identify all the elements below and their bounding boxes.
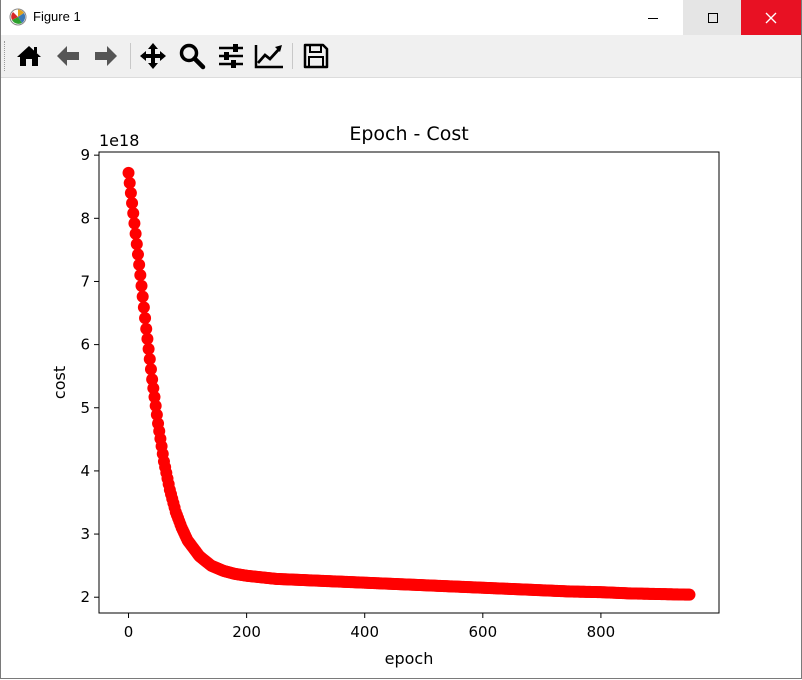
y-tick-label: 5: [80, 399, 90, 417]
matplotlib-logo-icon: [9, 8, 27, 26]
zoom-button[interactable]: [176, 41, 208, 71]
y-offset-label: 1e18: [99, 131, 139, 150]
toolbar-separator: [130, 43, 131, 69]
data-point: [129, 227, 142, 240]
data-point: [133, 258, 146, 271]
close-icon: [765, 12, 777, 23]
data-point: [136, 290, 149, 303]
data-point: [128, 217, 141, 230]
data-point: [149, 399, 162, 412]
scatter-series: [122, 166, 696, 601]
y-axis: 2 3 4 5 6 7 8 9: [80, 146, 99, 606]
y-tick-label: 2: [80, 588, 90, 606]
x-tick-label: 400: [350, 623, 379, 641]
edit-axis-icon: [254, 45, 283, 69]
minimize-icon: [648, 17, 658, 19]
forward-icon: [95, 46, 117, 66]
configure-subplots-icon: [219, 44, 243, 68]
data-point: [139, 312, 152, 325]
y-tick-label: 4: [80, 462, 90, 480]
x-tick-label: 600: [468, 623, 497, 641]
data-point: [143, 353, 156, 366]
x-tick-label: 800: [587, 623, 616, 641]
maximize-icon: [708, 12, 718, 23]
data-point: [127, 207, 140, 220]
minimize-button[interactable]: [623, 0, 683, 35]
figure-canvas[interactable]: 0 200 400 600 800 2 3 4 5 6 7 8 9 Epoch - Cost epoc…: [1, 78, 801, 678]
pan-button[interactable]: [137, 41, 169, 71]
chart-svg: 0 200 400 600 800 2 3 4 5 6 7 8 9 Epoch - Cost epoc…: [50, 123, 720, 668]
maximize-button[interactable]: [683, 0, 743, 35]
data-point: [123, 176, 136, 189]
data-point: [146, 373, 159, 386]
save-icon: [303, 43, 329, 69]
close-button[interactable]: [741, 0, 801, 35]
forward-button[interactable]: [90, 41, 122, 71]
data-point: [131, 248, 144, 261]
back-icon: [57, 46, 79, 66]
data-point: [142, 343, 155, 356]
toolbar-grip: [4, 41, 7, 71]
y-tick-label: 9: [80, 146, 90, 164]
y-axis-label: cost: [50, 366, 69, 399]
home-button[interactable]: [13, 41, 45, 71]
x-tick-label: 0: [124, 623, 134, 641]
navigation-toolbar: [1, 35, 801, 78]
data-point: [137, 301, 150, 314]
back-button[interactable]: [52, 41, 84, 71]
y-tick-label: 3: [80, 525, 90, 543]
chart-title: Epoch - Cost: [349, 123, 468, 145]
data-point: [147, 382, 160, 395]
title-bar: Figure 1: [1, 0, 801, 35]
data-point: [141, 332, 154, 345]
data-point: [144, 363, 157, 376]
home-icon: [17, 46, 41, 66]
data-point: [683, 588, 696, 601]
data-point: [124, 187, 137, 200]
edit-axis-button[interactable]: [253, 41, 285, 71]
x-axis-label: epoch: [385, 649, 434, 668]
configure-subplots-button[interactable]: [215, 41, 247, 71]
data-point: [130, 238, 143, 251]
axes-frame: [98, 151, 720, 614]
data-point: [140, 322, 153, 335]
toolbar-separator: [292, 43, 293, 69]
zoom-icon: [179, 43, 206, 70]
window-title: Figure 1: [33, 9, 81, 24]
data-point: [122, 166, 135, 179]
y-tick-label: 8: [80, 209, 90, 227]
data-point: [134, 269, 147, 282]
save-button[interactable]: [300, 41, 332, 71]
data-point: [135, 279, 148, 292]
data-point: [126, 197, 139, 210]
x-axis: 0 200 400 600 800: [124, 613, 615, 641]
y-tick-label: 7: [80, 272, 90, 290]
data-point: [150, 408, 163, 421]
data-point: [148, 391, 161, 404]
y-tick-label: 6: [80, 336, 90, 354]
pan-icon: [140, 43, 166, 69]
x-tick-label: 200: [232, 623, 261, 641]
